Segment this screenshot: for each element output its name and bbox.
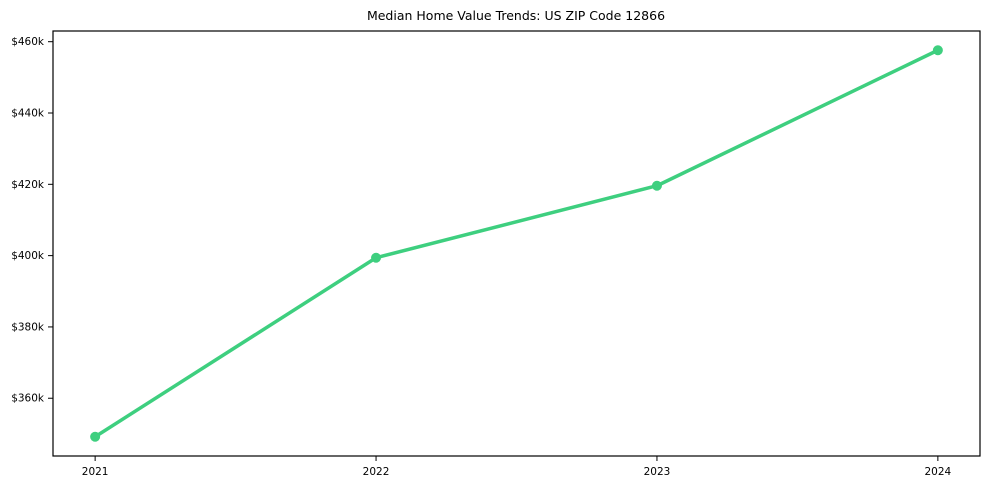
y-tick-label: $460k (11, 36, 45, 48)
data-point-marker (932, 45, 943, 56)
y-tick-label: $360k (11, 393, 45, 405)
chart-title: Median Home Value Trends: US ZIP Code 12… (367, 8, 665, 23)
y-tick-label: $400k (11, 250, 45, 262)
x-tick-label: 2023 (644, 466, 671, 478)
data-point-marker (371, 252, 382, 263)
trend-line (93, 48, 940, 439)
x-tick-label: 2022 (363, 466, 390, 478)
y-tick-label: $440k (11, 108, 45, 120)
y-tick-label: $380k (11, 321, 45, 333)
x-tick-label: 2021 (82, 466, 109, 478)
x-tick-label: 2024 (924, 466, 951, 478)
y-tick-label: $420k (11, 179, 45, 191)
data-point-marker (651, 180, 662, 191)
data-point-marker (90, 431, 101, 442)
plot-border (52, 30, 981, 457)
plot-area: $360k $380k $400k $420k $440k $460k 2021 2022 20… (11, 30, 981, 478)
